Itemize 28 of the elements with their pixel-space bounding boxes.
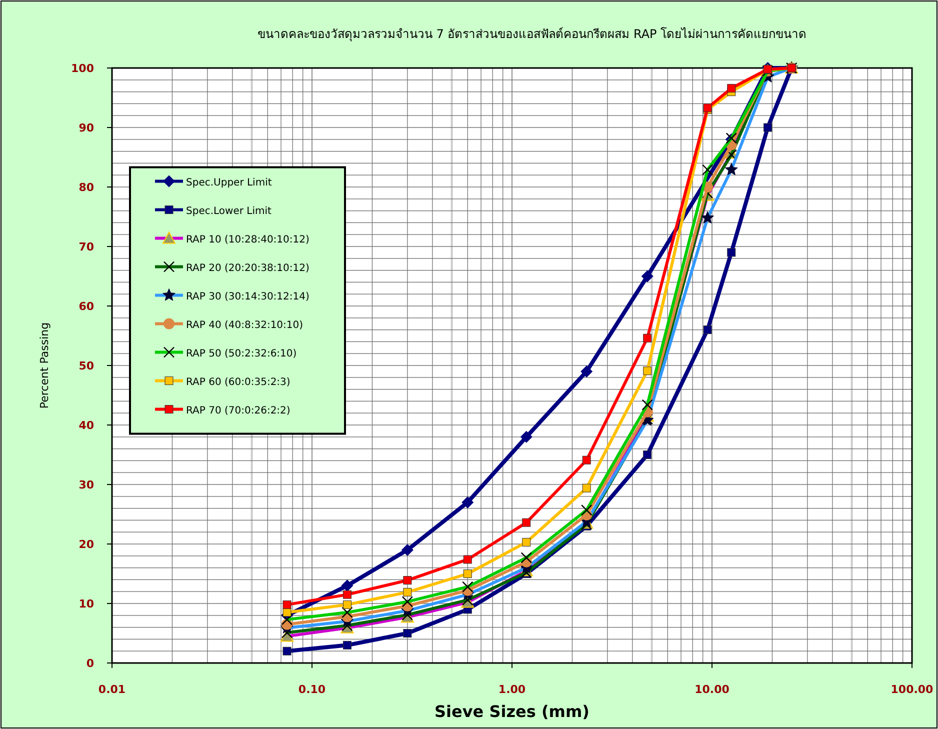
y-tick-label: 10	[78, 598, 94, 610]
y-tick-label: 50	[78, 360, 94, 372]
y-tick-label: 30	[78, 478, 94, 492]
y-tick-label: 70	[78, 240, 94, 254]
legend-label: RAP 10 (10:28:40:10:12)	[186, 234, 310, 246]
x-tick-label: 100.00	[890, 683, 934, 696]
legend-label: Spec.Upper Limit	[186, 177, 272, 188]
x-axis-title: Sieve Sizes (mm)	[434, 702, 590, 721]
chart-title: ขนาดคละของวัสดุมวลรวมจำนวน 7 อัตราส่วนของแอสฟัลต์คอนกรีตผสม RAP โดยไม่ผ่านการคัดแยกขนาด	[257, 27, 807, 42]
y-tick-label: 0	[86, 657, 94, 670]
y-tick-label: 90	[78, 122, 94, 134]
y-tick-label: 40	[78, 419, 94, 432]
legend-label: RAP 30 (30:14:30:12:14)	[186, 291, 310, 302]
x-tick-label: 0.10	[298, 683, 326, 696]
x-tick-label: 0.01	[98, 683, 126, 696]
legend-label: RAP 70 (70:0:26:2:2)	[186, 405, 290, 416]
legend-label: RAP 20 (20:20:38:10:12)	[186, 262, 310, 274]
x-tick-label: 1.00	[498, 683, 526, 696]
legend-label: Spec.Lower Limit	[186, 206, 272, 217]
y-tick-label: 60	[78, 300, 94, 313]
legend-label: RAP 40 (40:8:32:10:10)	[186, 320, 304, 331]
y-tick-label: 100	[71, 62, 94, 75]
y-tick-label: 80	[78, 181, 94, 194]
x-tick-label: 10.00	[694, 683, 730, 696]
y-axis-title: Percent Passing	[38, 322, 51, 409]
legend-label: RAP 60 (60:0:35:2:3)	[186, 376, 290, 388]
y-tick-label: 20	[78, 538, 94, 551]
legend-label: RAP 50 (50:2:32:6:10)	[186, 348, 297, 360]
